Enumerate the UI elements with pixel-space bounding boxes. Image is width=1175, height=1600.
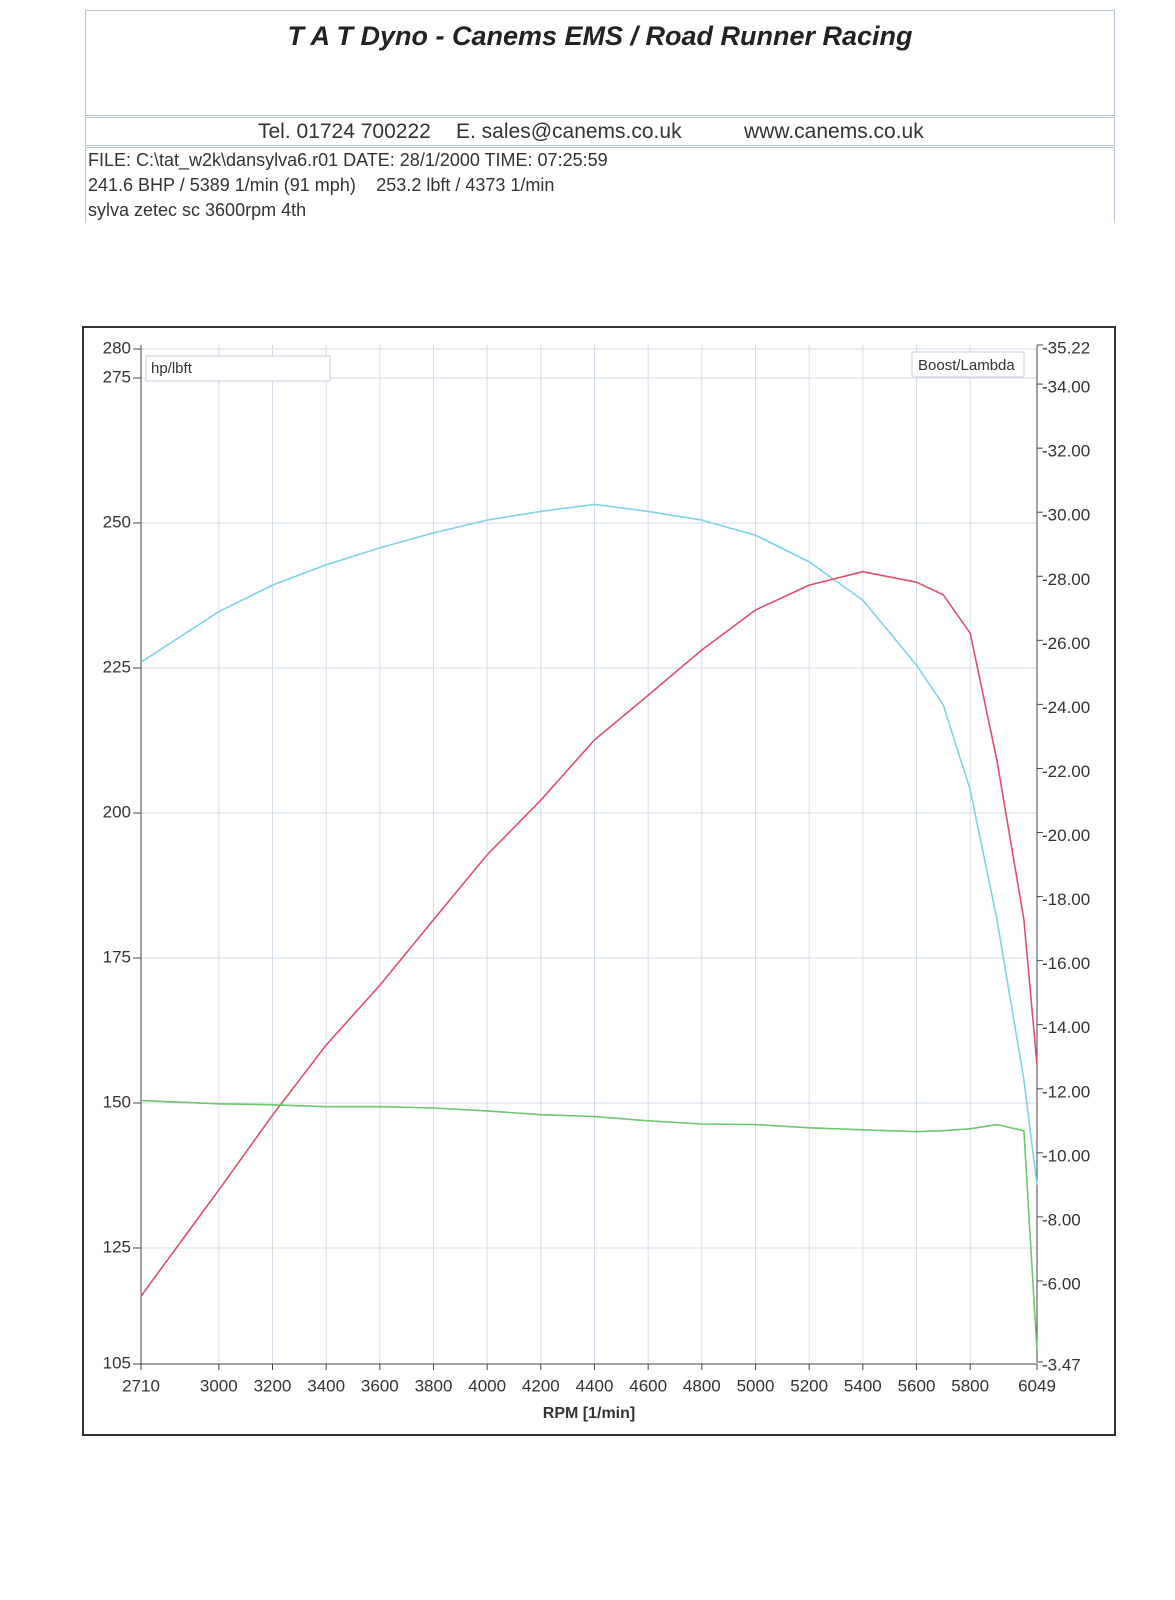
y-tick-label: 275 [103,367,131,386]
x-tick-label: 5600 [898,1376,936,1395]
title: T A T Dyno - Canems EMS / Road Runner Ra… [287,21,913,51]
y2-axis-label: Boost/Lambda [918,357,1015,374]
info-line: 253.2 lbft / 4373 1/min [376,175,555,195]
info-line: FILE: C:\tat_w2k\dansylva6.r01 DATE: 28/… [88,150,608,170]
y-tick-label: 280 [103,338,131,357]
x-tick-label: 4000 [468,1376,506,1395]
web: www.canems.co.uk [744,120,924,143]
y2-tick-label: -22.00 [1042,762,1090,781]
tel: Tel. 01724 700222 [258,120,431,143]
y2-tick-label: -3.47 [1042,1355,1081,1374]
x-tick-label: 4600 [629,1376,667,1395]
chart-frame [82,326,1116,1436]
y2-tick-label: -28.00 [1042,570,1090,589]
email: E. sales@canems.co.uk [456,120,682,143]
x-tick-label: 3000 [200,1376,238,1395]
x-tick-label: 2710 [122,1376,160,1395]
y2label-box [911,351,1025,378]
y2-tick-label: -16.00 [1042,954,1090,973]
y2-tick-label: -8.00 [1042,1210,1081,1229]
contact-box: Tel. 01724 700222 E. sales@canems.co.uk … [85,117,1115,146]
y-tick-label: 175 [103,947,131,966]
y-tick-label: 225 [103,657,131,676]
y2-tick-label: -34.00 [1042,378,1090,397]
x-tick-label: 5200 [790,1376,828,1395]
x-tick-label: 4400 [576,1376,614,1395]
info-box: FILE: C:\tat_w2k\dansylva6.r01 DATE: 28/… [85,147,1115,223]
y-tick-label: 200 [103,802,131,821]
x-tick-label: 5400 [844,1376,882,1395]
y-tick-label: 125 [103,1237,131,1256]
y2-tick-label: -26.00 [1042,634,1090,653]
x-tick-label: 3200 [254,1376,292,1395]
info-line: sylva zetec sc 3600rpm 4th [88,200,307,220]
y2-tick-label: -10.00 [1042,1146,1090,1165]
info-line: 241.6 BHP / 5389 1/min (91 mph) [88,175,356,195]
x-tick-label: 4800 [683,1376,721,1395]
y2-tick-label: -35.22 [1042,338,1090,357]
y2-tick-label: -20.00 [1042,826,1090,845]
series-line [140,1099,1038,1352]
x-tick-label: 3600 [361,1376,399,1395]
y2-tick-label: -14.00 [1042,1018,1090,1037]
series-line [140,503,1038,1185]
title-box: T A T Dyno - Canems EMS / Road Runner Ra… [85,10,1115,116]
y-tick-label: 105 [103,1353,131,1372]
x-tick-label: 4200 [522,1376,560,1395]
x-axis-label: RPM [1/min] [543,1405,635,1422]
y2-tick-label: -30.00 [1042,506,1090,525]
y-axis-label: hp/lbft [151,360,193,377]
y-tick-label: 150 [103,1092,131,1111]
y2-tick-label: -6.00 [1042,1274,1081,1293]
y2-tick-label: -12.00 [1042,1082,1090,1101]
x-tick-label: 5800 [951,1376,989,1395]
x-tick-label: 3800 [415,1376,453,1395]
x-tick-label: 6049 [1018,1376,1056,1395]
y-tick-label: 250 [103,512,131,531]
y2-tick-label: -24.00 [1042,698,1090,717]
y2-tick-label: -32.00 [1042,442,1090,461]
x-tick-label: 5000 [737,1376,775,1395]
ylabel-box [145,355,331,382]
series-line [140,570,1038,1297]
x-tick-label: 3400 [307,1376,345,1395]
y2-tick-label: -18.00 [1042,890,1090,909]
